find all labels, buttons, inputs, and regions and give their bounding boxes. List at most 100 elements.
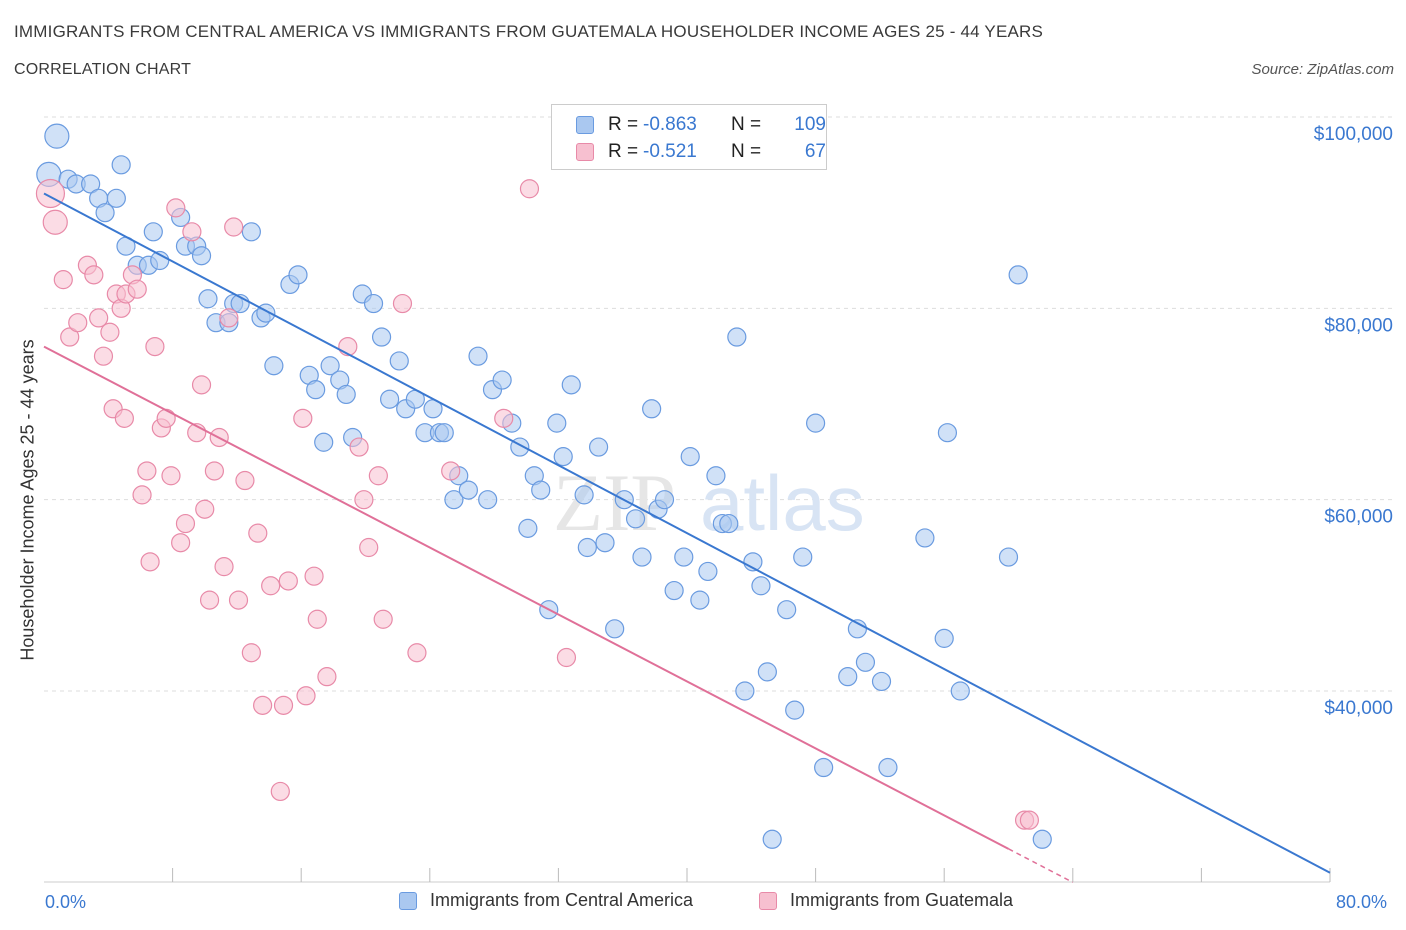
central-america-point: [642, 399, 662, 419]
central-america-point: [814, 757, 834, 778]
guatemala-point: [114, 408, 134, 428]
chart-title: IMMIGRANTS FROM CENTRAL AMERICA VS IMMIG…: [14, 22, 1044, 41]
guatemala-point: [145, 337, 165, 357]
central-america-point: [336, 384, 356, 405]
central-america-point: [553, 447, 573, 467]
central-america-point: [320, 356, 340, 376]
central-america-trendline: [43, 192, 1331, 874]
guatemala-point: [53, 270, 73, 290]
guatemala-point: [270, 781, 290, 802]
guatemala-point: [224, 217, 244, 237]
central-america-point: [915, 528, 935, 548]
guatemala-point: [1019, 810, 1039, 830]
legend-label: Immigrants from Guatemala: [790, 890, 1014, 910]
guatemala-point: [214, 557, 234, 577]
guatemala-point: [140, 552, 160, 572]
central-america-point: [468, 346, 488, 366]
central-america-point: [288, 265, 308, 285]
central-america-point: [241, 222, 261, 242]
guatemala-point: [368, 466, 388, 486]
guatemala-point: [132, 485, 152, 505]
central-america-point: [492, 370, 512, 390]
central-america-point: [561, 375, 581, 395]
guatemala-point: [354, 490, 374, 510]
y-tick-label: $40,000: [1324, 698, 1393, 719]
n-value: 109: [794, 114, 826, 135]
guatemala-point: [556, 647, 577, 668]
guatemala-point: [175, 513, 196, 534]
x-tick-left: 0.0%: [45, 892, 87, 912]
central-america-point: [1032, 829, 1052, 849]
central-america-point: [751, 576, 771, 596]
central-america-point: [674, 547, 694, 567]
central-america-point: [106, 188, 126, 208]
central-america-point: [838, 667, 858, 687]
central-america-point: [735, 681, 755, 701]
guatemala-point: [199, 590, 220, 610]
legend-label: Immigrants from Central America: [430, 890, 694, 910]
central-america-point: [574, 485, 594, 505]
guatemala-point: [60, 327, 80, 347]
guatemala-trendline-extension: [1008, 848, 1074, 883]
n-label: N =: [731, 141, 762, 162]
guatemala-point: [392, 293, 413, 314]
guatemala-point: [89, 308, 109, 328]
guatemala-point: [84, 265, 104, 285]
central-america-point: [44, 123, 70, 149]
guatemala-point: [35, 178, 66, 209]
central-america-point: [998, 547, 1019, 567]
guatemala-point: [127, 279, 147, 299]
x-tick-right: 80.0%: [1336, 892, 1388, 912]
guatemala-point: [273, 695, 294, 715]
guatemala-point: [373, 609, 393, 629]
guatemala-point: [359, 537, 379, 558]
r-value: -0.863: [643, 114, 697, 135]
source-label: Source: ZipAtlas.com: [1251, 61, 1394, 78]
central-america-point: [371, 327, 392, 347]
central-america-point: [706, 466, 726, 486]
stats-legend: R = -0.863 N = 109 R = -0.521 N = 67: [551, 104, 827, 170]
central-america-point: [306, 380, 326, 400]
y-tick-label: $100,000: [1314, 124, 1393, 145]
central-america-point: [380, 389, 400, 409]
central-america-point: [143, 222, 163, 242]
guatemala-point: [156, 408, 176, 428]
n-label: N =: [731, 114, 762, 135]
guatemala-point: [296, 686, 316, 706]
central-america-point: [632, 547, 652, 567]
central-america-point: [595, 533, 615, 553]
guatemala-point: [241, 643, 261, 663]
central-america-swatch: [576, 116, 594, 134]
central-america-point: [588, 437, 609, 457]
central-america-point: [1008, 265, 1028, 285]
guatemala-point: [219, 308, 239, 328]
guatemala-point: [182, 222, 202, 242]
central-america-point: [878, 757, 898, 778]
central-america-point: [191, 246, 212, 266]
r-label: R =: [608, 141, 639, 162]
r-value: -0.521: [643, 141, 697, 162]
central-america-point: [389, 351, 409, 371]
central-america-point: [727, 327, 747, 347]
central-america-point: [937, 423, 958, 443]
central-america-point: [314, 432, 334, 452]
guatemala-point: [191, 375, 212, 395]
guatemala-point: [93, 346, 114, 366]
chart-subtitle: CORRELATION CHART: [14, 61, 192, 78]
guatemala-point: [100, 322, 120, 342]
central-america-point: [625, 509, 646, 529]
central-america-point: [444, 490, 464, 510]
central-america-point: [690, 590, 710, 610]
guatemala-trendline: [43, 345, 1009, 850]
central-america-point: [950, 681, 970, 701]
central-america-point: [111, 155, 131, 175]
central-america-point: [777, 600, 797, 620]
guatemala-point: [248, 523, 268, 543]
guatemala-point: [407, 643, 427, 663]
y-tick-label: $60,000: [1324, 507, 1393, 528]
central-america-point: [855, 652, 876, 672]
central-america-point: [577, 537, 597, 558]
guatemala-point: [278, 571, 298, 591]
central-america-point: [654, 490, 675, 510]
central-america-point: [605, 619, 625, 639]
